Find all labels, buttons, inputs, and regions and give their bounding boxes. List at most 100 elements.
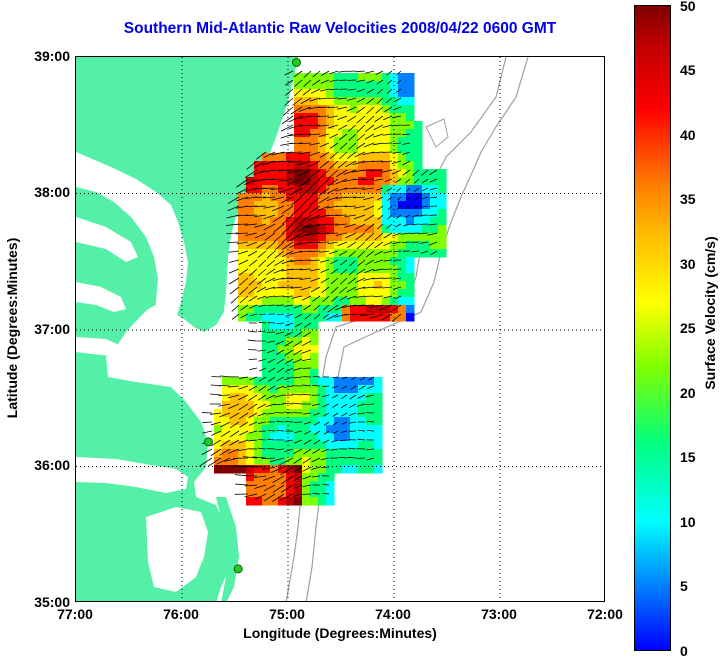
velocity-vector — [348, 142, 357, 150]
velocity-vector — [293, 484, 303, 489]
velocity-cell — [374, 297, 383, 306]
radar-station-marker[interactable] — [291, 57, 301, 67]
velocity-cell — [382, 89, 391, 98]
velocity-cell — [334, 281, 343, 290]
velocity-cell — [326, 241, 335, 250]
river-1 — [76, 217, 138, 262]
velocity-vector — [313, 439, 321, 445]
velocity-vector — [237, 448, 249, 452]
velocity-cell — [374, 305, 383, 314]
velocity-vector — [319, 160, 330, 169]
velocity-cell — [382, 137, 391, 146]
velocity-cell — [270, 497, 279, 506]
velocity-cell — [334, 145, 343, 154]
velocity-vector — [349, 259, 357, 267]
velocity-vector — [319, 151, 330, 158]
velocity-vector — [355, 277, 366, 283]
velocity-cell — [294, 225, 303, 234]
velocity-cell — [238, 385, 247, 394]
velocity-vector — [279, 457, 294, 466]
velocity-cell — [286, 425, 295, 434]
velocity-vector — [348, 412, 357, 416]
map-plot-area[interactable] — [75, 56, 605, 602]
velocity-vector — [390, 304, 402, 313]
velocity-vector — [297, 232, 312, 239]
velocity-cell — [374, 177, 383, 186]
velocity-vector — [272, 475, 285, 484]
velocity-cell — [254, 417, 263, 426]
velocity-vector — [329, 151, 339, 159]
velocity-vector — [229, 439, 240, 446]
velocity-vector — [230, 295, 240, 304]
radar-station-marker[interactable] — [233, 564, 243, 574]
x-tick-label: 75:00 — [269, 606, 305, 622]
velocity-cell — [310, 241, 319, 250]
velocity-cell — [310, 137, 319, 146]
velocity-cell — [334, 73, 343, 82]
velocity-vector — [383, 295, 393, 299]
velocity-cell — [262, 289, 271, 298]
velocity-cell — [398, 161, 407, 170]
velocity-cell — [238, 289, 247, 298]
velocity-cell — [222, 425, 231, 434]
velocity-cell — [326, 385, 335, 394]
velocity-cell — [422, 177, 431, 186]
velocity-cell — [318, 89, 327, 98]
velocity-vector — [347, 79, 357, 81]
velocity-cell — [398, 129, 407, 138]
velocity-cell — [238, 265, 247, 274]
velocity-vector — [313, 304, 321, 311]
velocity-vector — [344, 196, 357, 198]
velocity-vector — [321, 286, 330, 294]
velocity-vector — [311, 457, 321, 463]
velocity-cell — [310, 145, 319, 154]
velocity-cell — [334, 265, 343, 274]
velocity-vector — [340, 259, 348, 266]
velocity-vector — [337, 160, 348, 169]
velocity-cell — [310, 289, 319, 298]
velocity-cell — [310, 417, 319, 426]
velocity-vector — [392, 241, 402, 245]
velocity-vector — [337, 241, 348, 247]
velocity-cell — [222, 409, 231, 418]
velocity-vector — [313, 421, 321, 426]
velocity-cell — [366, 121, 375, 130]
velocity-vector — [292, 349, 303, 356]
velocity-cell — [286, 225, 295, 234]
velocity-cell — [334, 209, 343, 218]
velocity-cell — [262, 297, 271, 306]
velocity-cell — [262, 185, 271, 194]
x-tick-label: 72:00 — [587, 606, 623, 622]
velocity-vector — [276, 376, 285, 382]
velocity-vector — [248, 358, 258, 360]
radar-station-marker[interactable] — [204, 437, 213, 447]
velocity-vector — [359, 376, 366, 381]
velocity-vector — [330, 268, 339, 275]
velocity-cell — [358, 233, 367, 242]
outer-banks — [216, 497, 239, 601]
velocity-cell — [318, 417, 327, 426]
velocity-cell — [262, 481, 271, 490]
velocity-vector — [263, 151, 276, 158]
velocity-cell — [254, 273, 263, 282]
velocity-vector — [347, 447, 357, 450]
velocity-cell — [302, 377, 311, 386]
velocity-vector — [331, 439, 339, 443]
velocity-vector — [254, 223, 267, 228]
velocity-cell — [270, 169, 279, 178]
velocity-cell — [270, 177, 279, 186]
velocity-vector — [228, 448, 240, 454]
velocity-cell — [222, 385, 231, 394]
velocity-cell — [310, 329, 319, 338]
velocity-cell — [302, 249, 311, 258]
velocity-cell — [358, 441, 367, 450]
velocity-vector — [266, 259, 276, 268]
velocity-cell — [350, 137, 359, 146]
velocity-cell — [318, 177, 327, 186]
velocity-vector — [247, 339, 258, 342]
velocity-cell — [406, 177, 415, 186]
velocity-cell — [398, 137, 407, 146]
velocity-cell — [310, 497, 319, 506]
velocity-vector — [263, 196, 276, 199]
velocity-cell — [358, 425, 367, 434]
